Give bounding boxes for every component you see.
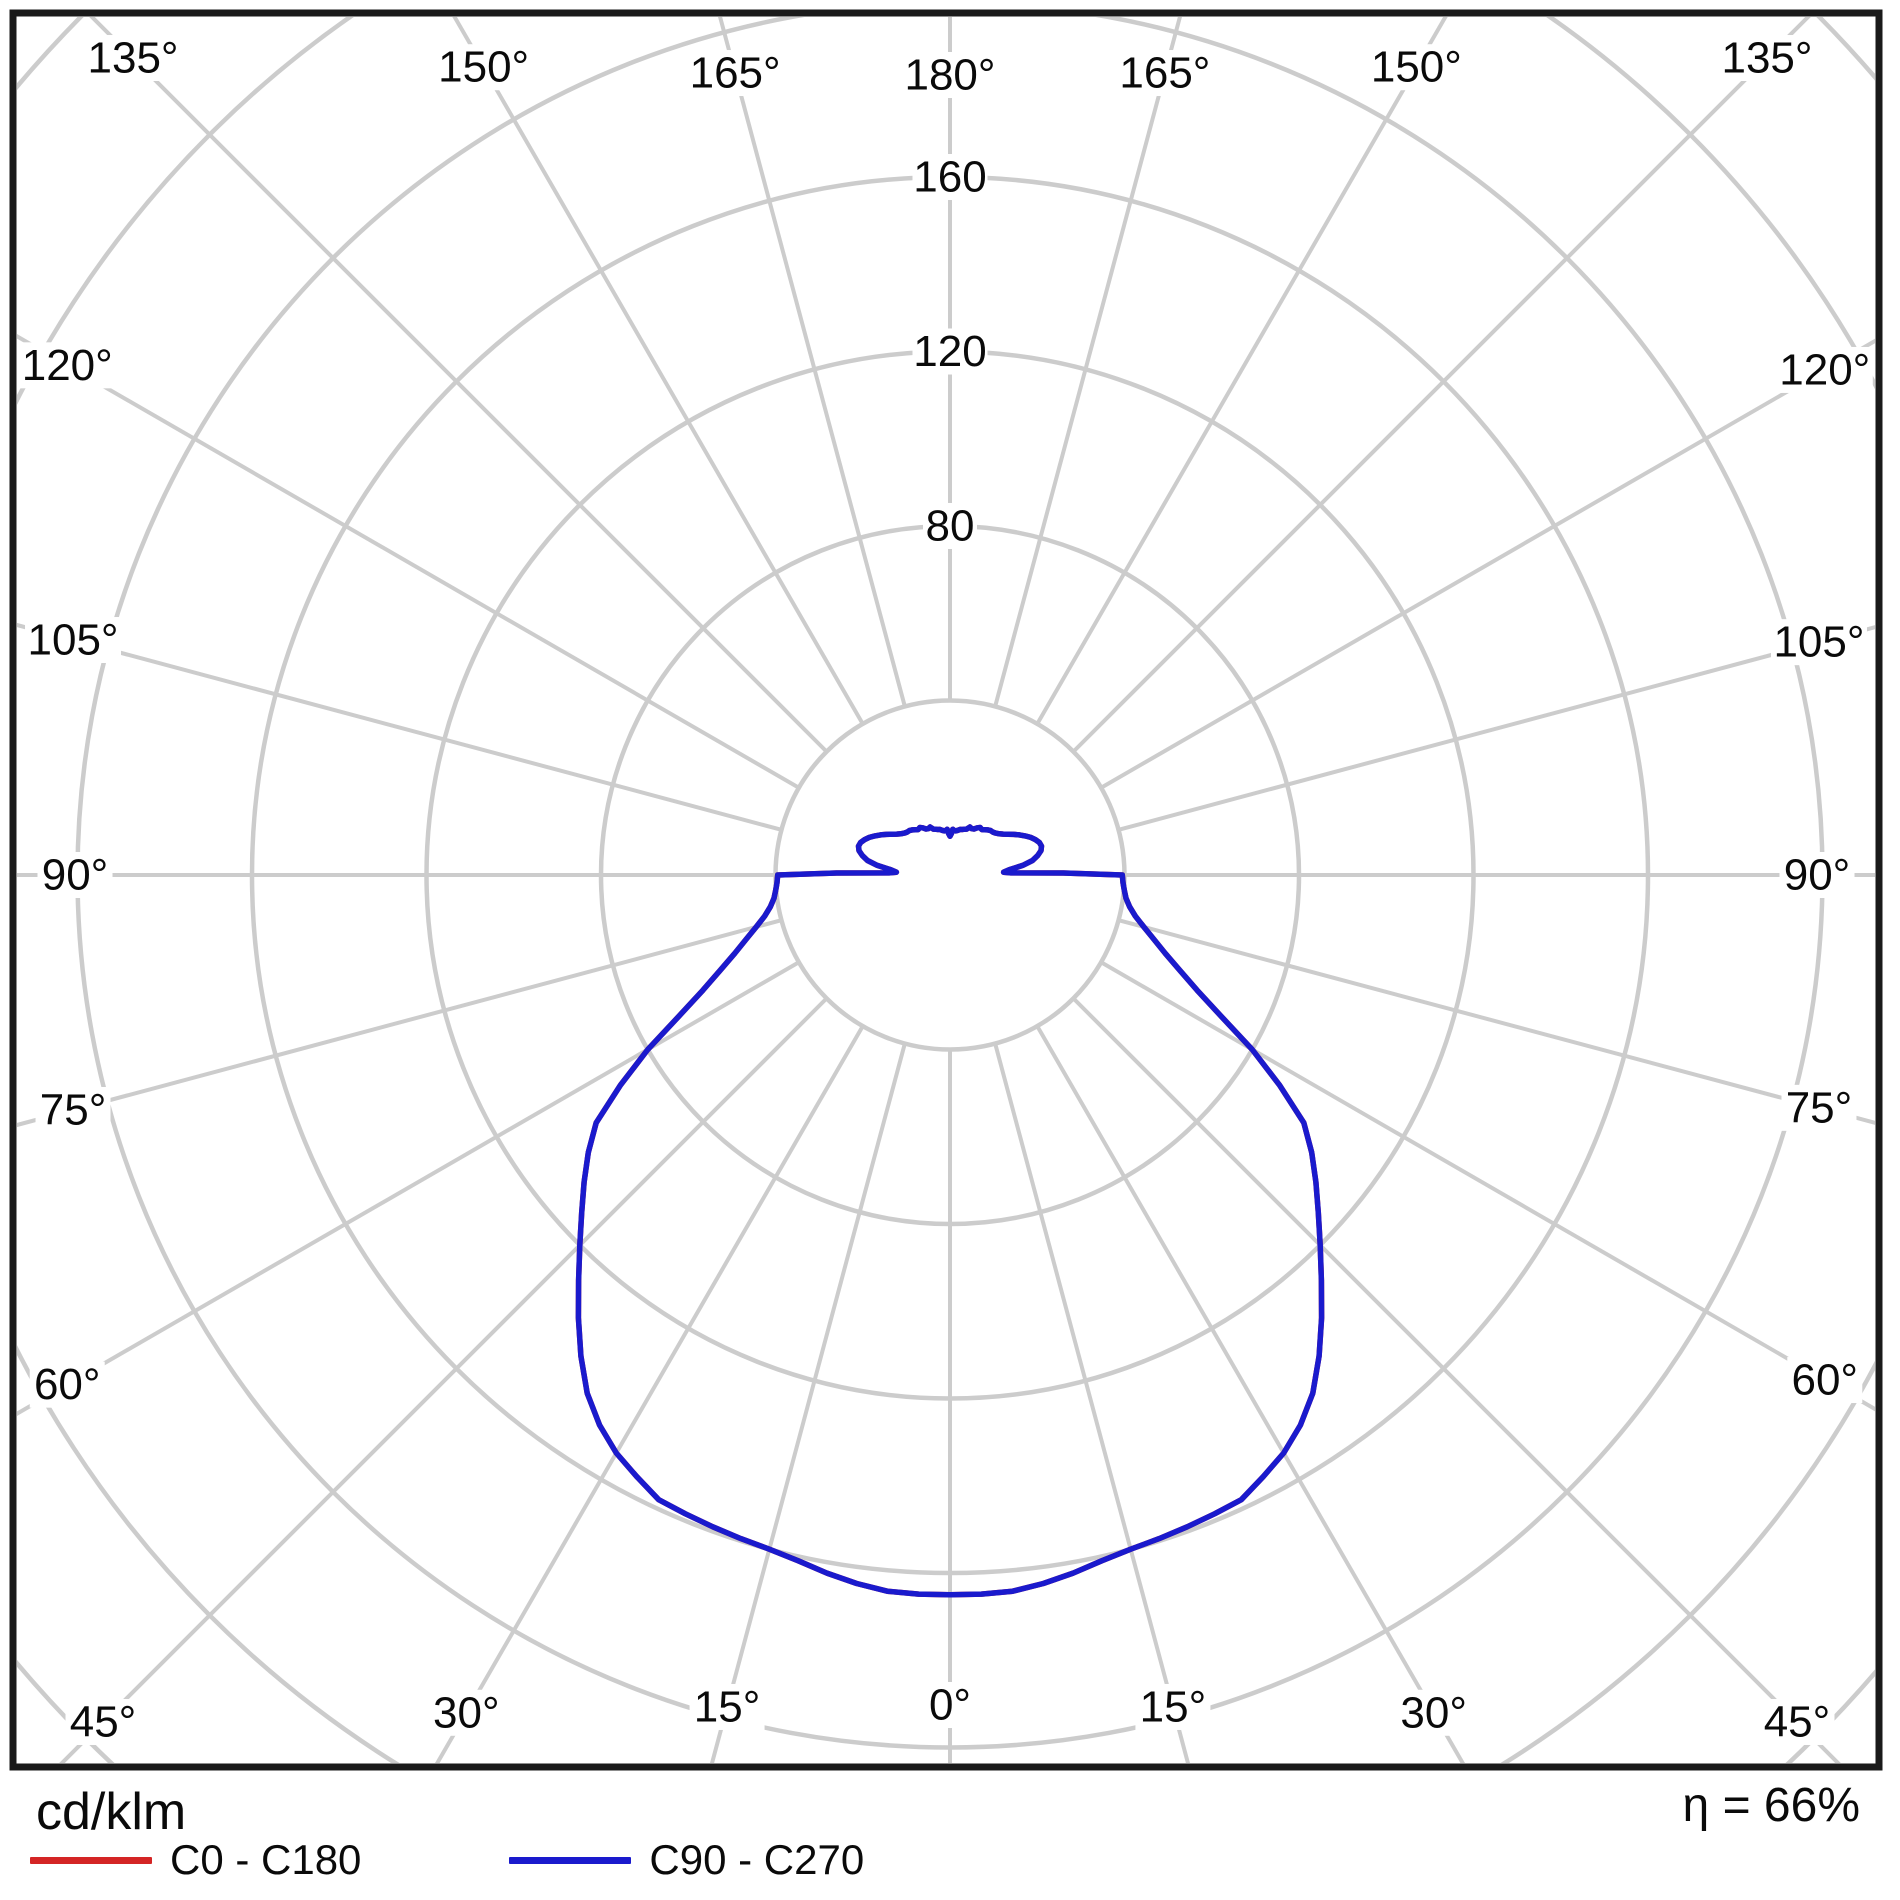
grid-spoke-45 <box>1071 996 1841 1763</box>
ring-label-80-mask <box>923 503 977 549</box>
angle-label-15-right-mask <box>1135 1683 1211 1730</box>
angle-label-135-right-mask <box>1718 35 1815 82</box>
legend: C0 - C180 C90 - C270 <box>30 1836 864 1884</box>
ring-label-120-mask <box>912 328 988 375</box>
angle-label-165-right-mask <box>1116 50 1213 97</box>
angle-label-45-right: 45° <box>1764 1697 1831 1746</box>
grid-spoke-150-left <box>452 17 865 725</box>
angle-label-120-right-mask <box>1776 346 1873 393</box>
grid-spoke-75 <box>1118 918 1875 1125</box>
angle-label-180-right-mask <box>902 52 998 98</box>
angle-label-120-right: 120° <box>1779 345 1870 394</box>
angle-label-60-left-mask <box>29 1361 105 1408</box>
grid-spoke-135 <box>1071 17 1811 754</box>
grid-spoke-60-left <box>17 960 800 1416</box>
angle-label-90-left: 90° <box>42 851 109 900</box>
angle-label-60-right-mask <box>1787 1357 1863 1404</box>
angle-label-75-right-mask <box>1781 1084 1857 1131</box>
angle-label-150-left: 150° <box>438 43 529 92</box>
radial-units-label: cd/klm <box>36 1783 187 1841</box>
angle-label-45-left: 45° <box>70 1697 137 1746</box>
chart-border <box>9 9 1883 1771</box>
angle-label-165-left-mask <box>687 50 784 97</box>
grid-spoke-60 <box>1100 960 1875 1412</box>
angle-label-90-left-mask <box>37 852 113 898</box>
grid-spoke-15 <box>993 1043 1191 1763</box>
angle-label-60-left: 60° <box>34 1360 101 1409</box>
angle-label-120-left: 120° <box>22 341 113 390</box>
angle-label-30-left: 30° <box>433 1688 500 1737</box>
angle-label-30-right-mask <box>1396 1689 1472 1736</box>
grid-spoke-105-left <box>17 622 782 832</box>
ring-label-160-mask <box>912 154 988 200</box>
angle-label-105-left-mask <box>25 617 122 664</box>
grid-spoke-30 <box>1035 1025 1465 1763</box>
grid-spoke-120 <box>1100 338 1875 790</box>
angle-label-15-left: 15° <box>694 1682 761 1731</box>
angle-label-105-right-mask <box>1770 619 1867 666</box>
grid-spoke-120-left <box>17 334 800 790</box>
legend-label-c0-c180: C0 - C180 <box>170 1836 362 1883</box>
grid-spoke-150 <box>1035 17 1448 725</box>
curve-c90-c270 <box>575 824 1325 1598</box>
angle-label-15-left-mask <box>689 1683 765 1730</box>
legend-item-c90-c270: C90 - C270 <box>509 1836 864 1884</box>
angle-label-135-left-mask <box>85 35 182 82</box>
ring-label-160: 160 <box>913 153 986 202</box>
grid-spoke-75-left <box>17 918 782 1128</box>
legend-label-c90-c270: C90 - C270 <box>649 1836 865 1883</box>
angle-label-135-right: 135° <box>1721 34 1812 83</box>
angle-label-150-right: 150° <box>1371 43 1462 92</box>
angle-labels: 0° 15° 15° 30° 30° 45° 45° 60° 60° 75° 75° 90° 90° 10… <box>19 34 1873 1746</box>
angle-label-75-left: 75° <box>40 1085 107 1134</box>
angle-label-0-right-mask <box>923 1682 977 1728</box>
legend-swatch-blue-line <box>509 1856 632 1864</box>
angle-label-180-right: 180° <box>904 51 995 100</box>
grid-spoke-45-left <box>59 996 829 1763</box>
angle-label-90-right-mask <box>1779 852 1855 898</box>
legend-item-c0-c180: C0 - C180 <box>30 1836 361 1884</box>
ring-label-80: 80 <box>926 502 975 551</box>
angle-label-75-left-mask <box>35 1086 111 1133</box>
angle-label-105-left: 105° <box>28 616 119 665</box>
ring-label-120: 120 <box>913 327 986 376</box>
grid-spoke-135-left <box>89 17 829 754</box>
angle-label-165-right: 165° <box>1119 49 1210 98</box>
angle-label-60-right: 60° <box>1791 1356 1858 1405</box>
grid-spoke-30-left <box>435 1025 865 1763</box>
angle-label-120-left-mask <box>19 342 116 389</box>
angle-label-135-left: 135° <box>88 34 179 83</box>
angle-label-90-right: 90° <box>1784 851 1851 900</box>
angle-label-30-left-mask <box>428 1689 504 1736</box>
grid-spoke-15-left <box>709 1043 907 1763</box>
angle-label-0-right: 0° <box>929 1681 971 1730</box>
angle-label-150-left-mask <box>435 44 532 91</box>
legend-swatch-red-line <box>30 1856 152 1864</box>
grid-spoke-105 <box>1118 625 1875 832</box>
efficiency-value: η = 66% <box>1682 1779 1860 1832</box>
angle-label-45-left-mask <box>65 1698 141 1745</box>
angle-label-30-right: 30° <box>1400 1688 1467 1737</box>
angle-label-75-right: 75° <box>1786 1083 1853 1132</box>
angle-label-45-right-mask <box>1759 1698 1835 1745</box>
angle-label-150-right-mask <box>1368 44 1465 91</box>
angle-label-165-left: 165° <box>690 49 781 98</box>
angle-label-15-right: 15° <box>1140 1682 1207 1731</box>
angle-label-105-right: 105° <box>1773 618 1864 667</box>
